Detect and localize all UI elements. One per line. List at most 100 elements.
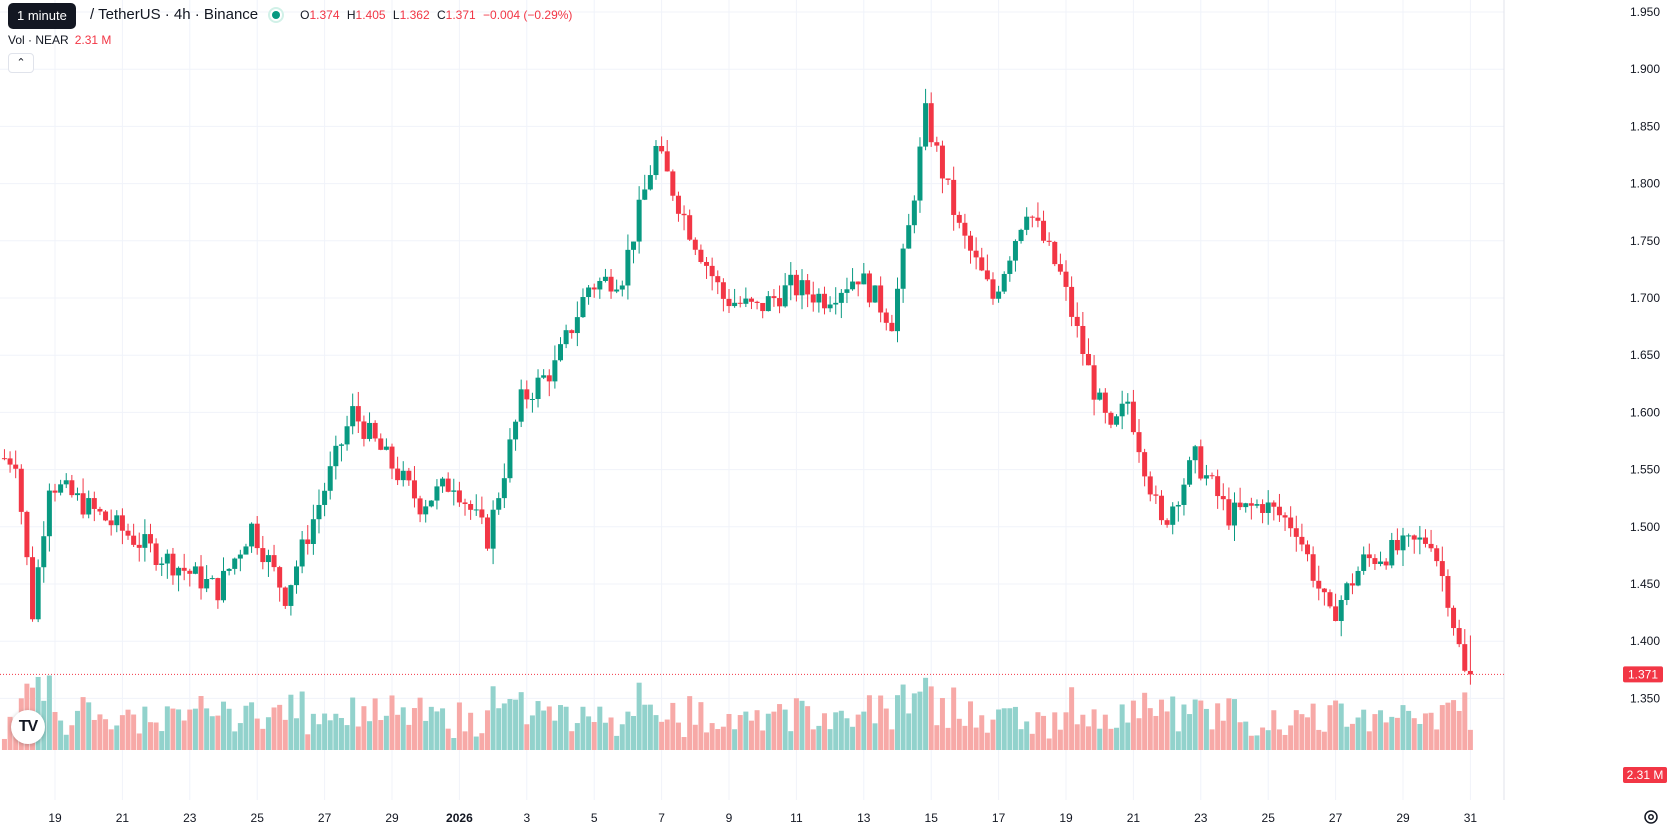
volume-bar bbox=[692, 724, 698, 750]
time-tick-label: 7 bbox=[658, 811, 665, 825]
candle-body bbox=[810, 294, 816, 303]
candle-body bbox=[1153, 494, 1159, 496]
volume-bar bbox=[187, 709, 193, 750]
change-value: −0.004 (−0.29%) bbox=[483, 7, 573, 22]
candle-body bbox=[187, 570, 193, 574]
high-label: H bbox=[346, 7, 356, 22]
candle-body bbox=[395, 468, 401, 481]
candle-body bbox=[1344, 583, 1350, 601]
tradingview-logo-icon[interactable]: TV bbox=[11, 710, 45, 744]
candle-body bbox=[631, 241, 637, 250]
volume-bar bbox=[1187, 714, 1193, 750]
time-tick-label: 3 bbox=[523, 811, 530, 825]
candle-body bbox=[608, 276, 614, 292]
volume-bar bbox=[619, 724, 625, 750]
candle-body bbox=[1378, 561, 1384, 564]
candle-body bbox=[805, 280, 811, 295]
candle-body bbox=[473, 509, 479, 511]
volume-bar bbox=[726, 713, 732, 750]
candle-body bbox=[984, 270, 990, 280]
time-tick-label: 29 bbox=[1396, 811, 1410, 825]
volume-bar bbox=[1383, 722, 1389, 750]
volume-bar bbox=[1237, 722, 1243, 750]
candle-body bbox=[30, 557, 36, 620]
volume-bar bbox=[945, 727, 951, 750]
time-tick-label: 11 bbox=[790, 811, 803, 825]
candle-body bbox=[1, 458, 7, 460]
volume-bar bbox=[1417, 723, 1423, 750]
candle-body bbox=[249, 523, 255, 547]
candle-body bbox=[546, 375, 552, 382]
candle-body bbox=[962, 222, 968, 236]
volume-bar bbox=[1119, 704, 1125, 750]
time-axis[interactable]: 19 21 23 25 27 29 2026 3 5 7 9 11 13 15 17 19 21 23 25 27 29… bbox=[0, 800, 1678, 835]
volume-bar bbox=[46, 675, 52, 750]
volume-bar bbox=[209, 716, 215, 750]
candle-body bbox=[451, 490, 457, 492]
candle-body bbox=[170, 553, 176, 576]
volume-bar bbox=[799, 700, 805, 750]
candle-body bbox=[209, 578, 215, 580]
volume-bar bbox=[164, 706, 170, 750]
price-tick-label: 1.350 bbox=[1630, 691, 1660, 705]
volume-bar bbox=[687, 696, 693, 750]
last-price-badge-label: 1.371 bbox=[1628, 667, 1658, 681]
candle-body bbox=[760, 302, 766, 312]
time-tick-label: 19 bbox=[1059, 811, 1073, 825]
volume-bar bbox=[176, 709, 182, 750]
candle-body bbox=[484, 517, 490, 549]
volume-bar bbox=[1069, 687, 1075, 750]
time-tick-label: 23 bbox=[183, 811, 197, 825]
candle-body bbox=[271, 555, 277, 568]
volume-bar bbox=[923, 677, 929, 750]
volume-bar bbox=[1394, 717, 1400, 750]
volume-bar bbox=[221, 701, 226, 750]
candle-body bbox=[103, 511, 109, 521]
candle-body bbox=[1467, 670, 1473, 675]
candle-body bbox=[1041, 220, 1047, 241]
collapse-legend-button[interactable]: ⌃ bbox=[8, 53, 34, 73]
candle-body bbox=[501, 478, 507, 499]
candle-body bbox=[1001, 273, 1007, 292]
candle-body bbox=[1355, 570, 1361, 586]
price-tick-label: 1.750 bbox=[1630, 234, 1660, 248]
price-chart-area[interactable] bbox=[0, 0, 1610, 800]
candle-body bbox=[1147, 476, 1153, 495]
volume-bar bbox=[507, 699, 513, 750]
symbol-title[interactable]: / TetherUS · 4h · Binance bbox=[90, 6, 259, 23]
volume-bar bbox=[631, 715, 637, 750]
candle-body bbox=[13, 464, 19, 469]
candle-body bbox=[1349, 583, 1355, 586]
volume-bar bbox=[956, 718, 962, 750]
volume-bar bbox=[378, 720, 384, 750]
candle-body bbox=[726, 298, 732, 307]
volume-bar bbox=[597, 706, 603, 750]
candle-body bbox=[737, 302, 743, 304]
candle-body bbox=[164, 553, 170, 564]
candle-body bbox=[361, 421, 367, 439]
candle-body bbox=[237, 554, 243, 559]
volume-bar bbox=[715, 729, 721, 750]
candle-body bbox=[939, 145, 945, 179]
volume-bar bbox=[1203, 708, 1209, 750]
candle-body bbox=[1057, 264, 1063, 272]
volume-bar bbox=[586, 716, 592, 750]
volume-bar bbox=[1052, 712, 1058, 750]
price-tick-label: 1.500 bbox=[1630, 520, 1660, 534]
candle-body bbox=[232, 558, 238, 569]
candle-body bbox=[294, 566, 300, 586]
candle-body bbox=[153, 543, 159, 565]
volume-bar bbox=[737, 715, 743, 750]
market-status-icon[interactable] bbox=[268, 6, 285, 23]
candle-body bbox=[428, 500, 434, 507]
settings-gear-icon[interactable] bbox=[1642, 808, 1660, 826]
price-axis[interactable]: 1.350 1.400 1.450 1.500 1.550 1.600 1.650 1.700… bbox=[1610, 0, 1678, 800]
candle-body bbox=[535, 377, 541, 399]
volume-bar bbox=[159, 731, 165, 750]
volume-bar bbox=[305, 734, 311, 750]
volume-legend[interactable]: Vol · NEAR 2.31 M bbox=[8, 33, 111, 47]
volume-value: 2.31 M bbox=[74, 33, 112, 47]
volume-bar bbox=[895, 695, 900, 750]
candle-body bbox=[563, 330, 569, 345]
volume-bar bbox=[833, 712, 839, 750]
